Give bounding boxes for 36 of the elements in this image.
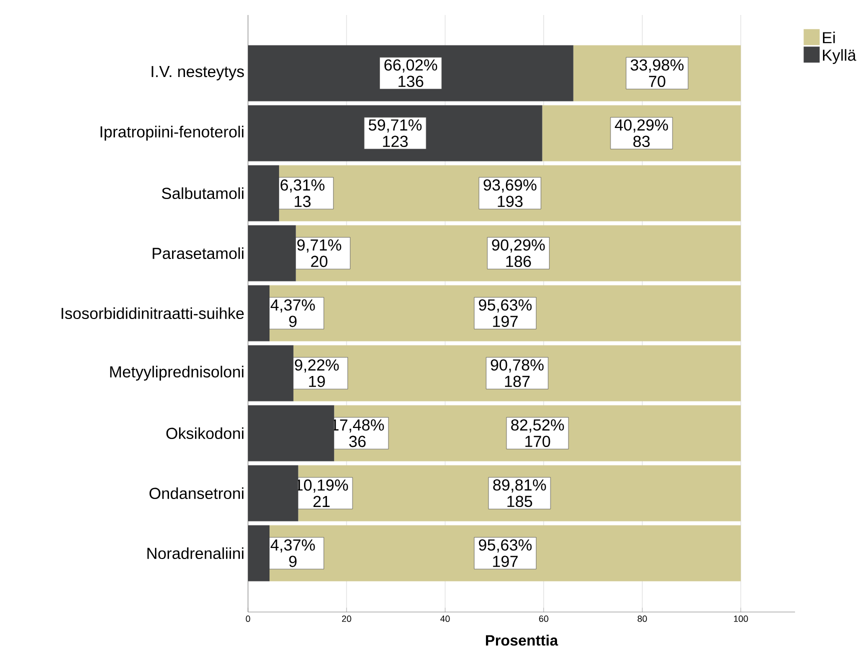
x-tick-label: 100: [734, 616, 748, 622]
legend-label: Kyllä: [822, 49, 856, 64]
data-label: 59,71% 123: [368, 119, 422, 148]
x-axis-title: Prosenttia: [486, 634, 558, 646]
data-label: 9,22% 19: [294, 359, 339, 388]
data-label: 40,29% 83: [614, 119, 668, 148]
x-tick-label: 80: [638, 616, 647, 622]
data-label: 82,52% 170: [511, 419, 564, 448]
data-label: 93,69% 193: [484, 179, 536, 208]
x-tick-label: 0: [246, 616, 250, 622]
x-tick-label: 60: [539, 616, 548, 622]
y-tick-label: Noradrenaliini: [147, 547, 244, 560]
y-tick-label: Salbutamoli: [162, 187, 244, 200]
data-label: 4,37% 9: [270, 539, 315, 568]
data-label: 95,63% 197: [478, 299, 532, 328]
data-label: 90,29% 186: [492, 239, 545, 268]
data-label: 9,71% 20: [297, 239, 342, 268]
x-tick-label: 40: [440, 616, 450, 622]
y-tick-label: Metyyliprednisoloni: [110, 366, 244, 381]
data-label: 66,02% 136: [384, 59, 438, 88]
data-label: 4,37% 9: [270, 299, 315, 328]
data-label: 90,78% 187: [490, 359, 544, 388]
y-tick-label: Parasetamoli: [152, 247, 244, 260]
data-label: 17,48% 36: [332, 419, 384, 448]
data-label: 89,81% 185: [493, 479, 546, 508]
y-tick-label: Oksikodoni: [166, 427, 244, 440]
y-tick-label: Ipratropiini-fenoteroli: [100, 126, 244, 141]
y-tick-label: I.V. nesteytys: [152, 66, 244, 80]
x-tick-label: 20: [342, 616, 352, 622]
data-label: 33,98% 70: [630, 59, 684, 88]
legend-label: Ei: [822, 32, 835, 44]
y-tick-label: Ondansetroni: [150, 487, 244, 500]
y-tick-label: Isosorbididinitraatti-suihke: [62, 307, 244, 320]
data-label: 10,19% 21: [296, 479, 348, 507]
data-label: 95,63% 197: [478, 539, 532, 568]
data-label: 6,31% 13: [280, 179, 324, 208]
